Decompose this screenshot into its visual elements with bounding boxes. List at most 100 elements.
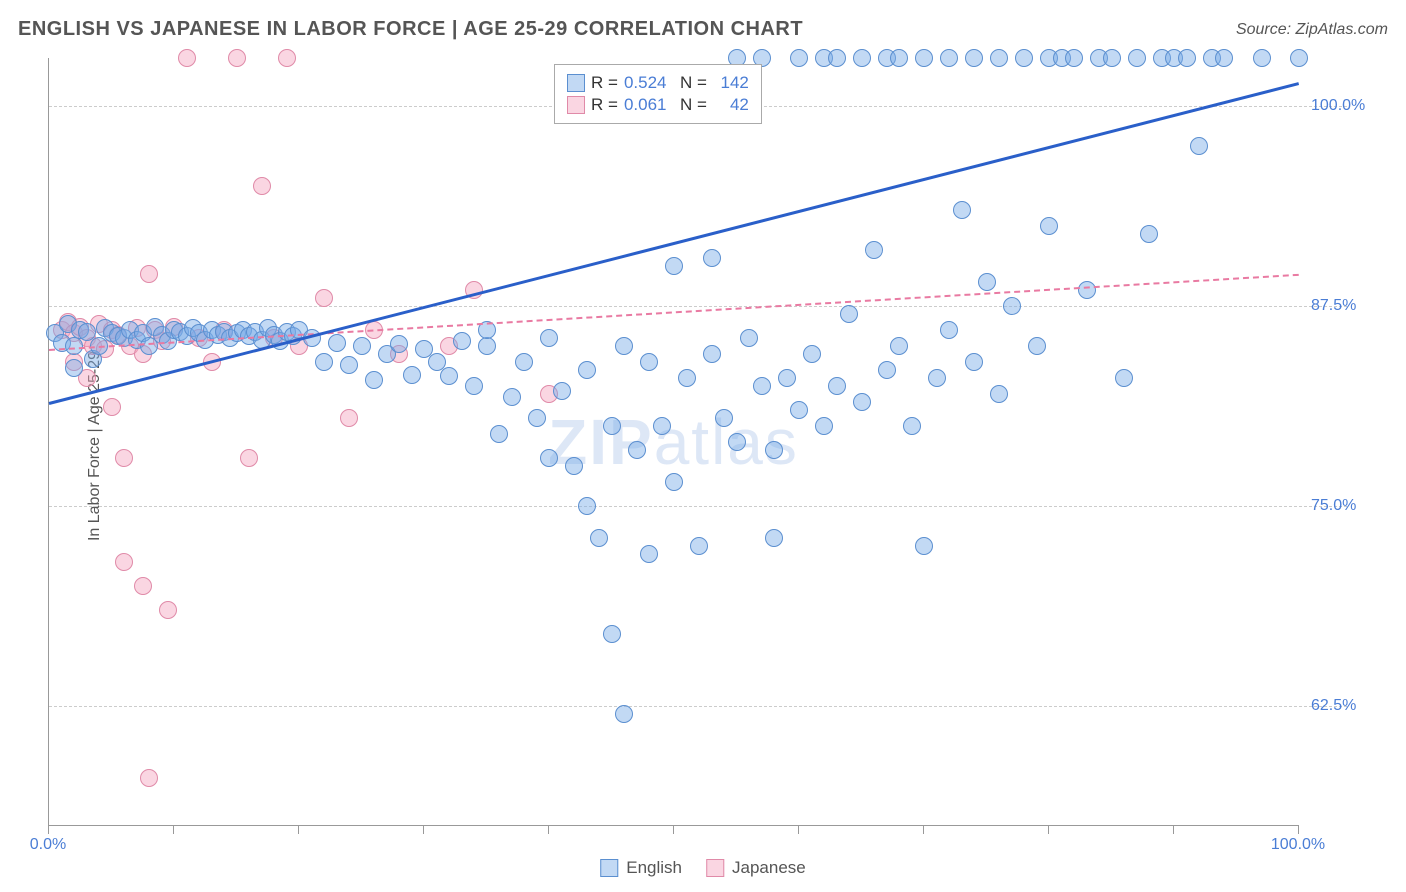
data-point-japanese xyxy=(278,49,296,67)
data-point-japanese xyxy=(115,449,133,467)
data-point-japanese xyxy=(134,577,152,595)
data-point-english xyxy=(853,393,871,411)
chart-header: ENGLISH VS JAPANESE IN LABOR FORCE | AGE… xyxy=(18,18,1388,41)
data-point-english xyxy=(828,49,846,67)
data-point-english xyxy=(778,369,796,387)
data-point-english xyxy=(1290,49,1308,67)
data-point-english xyxy=(565,457,583,475)
data-point-english xyxy=(65,359,83,377)
data-point-english xyxy=(1078,281,1096,299)
data-point-english xyxy=(1065,49,1083,67)
y-tick-label: 75.0% xyxy=(1311,497,1356,515)
data-point-japanese xyxy=(115,553,133,571)
data-point-english xyxy=(528,409,546,427)
legend-item-english: English xyxy=(600,858,682,878)
data-point-english xyxy=(540,449,558,467)
data-point-english xyxy=(965,49,983,67)
legend-swatch xyxy=(706,859,724,877)
n-label: N = xyxy=(680,73,707,93)
correlation-legend: R = 0.524 N = 142R =0.061N =42 xyxy=(554,64,762,124)
data-point-japanese xyxy=(315,289,333,307)
data-point-english xyxy=(665,257,683,275)
x-tick-mark xyxy=(298,825,299,834)
data-point-english xyxy=(453,332,471,350)
data-point-english xyxy=(653,417,671,435)
data-point-japanese xyxy=(103,398,121,416)
data-point-english xyxy=(765,529,783,547)
x-tick-mark xyxy=(48,825,49,834)
data-point-english xyxy=(703,345,721,363)
legend-item-japanese: Japanese xyxy=(706,858,806,878)
data-point-english xyxy=(1115,369,1133,387)
data-point-english xyxy=(1128,49,1146,67)
legend-label: English xyxy=(626,858,682,878)
data-point-english xyxy=(1015,49,1033,67)
chart-source: Source: ZipAtlas.com xyxy=(1236,21,1388,39)
data-point-english xyxy=(753,377,771,395)
x-tick-mark xyxy=(1048,825,1049,834)
data-point-japanese xyxy=(253,177,271,195)
data-point-english xyxy=(1003,297,1021,315)
trend-line xyxy=(49,274,1299,351)
data-point-japanese xyxy=(140,769,158,787)
x-tick-mark xyxy=(173,825,174,834)
data-point-english xyxy=(440,367,458,385)
data-point-english xyxy=(465,377,483,395)
legend-swatch xyxy=(567,96,585,114)
x-tick-mark xyxy=(798,825,799,834)
y-tick-label: 62.5% xyxy=(1311,697,1356,715)
data-point-english xyxy=(328,334,346,352)
data-point-english xyxy=(1190,137,1208,155)
data-point-english xyxy=(640,353,658,371)
data-point-english xyxy=(990,385,1008,403)
data-point-english xyxy=(490,425,508,443)
data-point-english xyxy=(715,409,733,427)
legend-corr-row: R =0.061N =42 xyxy=(567,95,749,115)
x-tick-mark xyxy=(923,825,924,834)
scatter-plot: ZIPatlas 62.5%75.0%87.5%100.0% xyxy=(48,58,1298,826)
data-point-english xyxy=(578,361,596,379)
data-point-english xyxy=(928,369,946,387)
x-tick-mark xyxy=(673,825,674,834)
data-point-english xyxy=(540,329,558,347)
x-tick-mark xyxy=(423,825,424,834)
data-point-english xyxy=(315,353,333,371)
data-point-english xyxy=(915,537,933,555)
n-value: 142 xyxy=(713,73,749,93)
x-tick-mark xyxy=(1298,825,1299,834)
data-point-english xyxy=(403,366,421,384)
data-point-english xyxy=(1178,49,1196,67)
r-value: 0.524 xyxy=(624,73,674,93)
data-point-japanese xyxy=(159,601,177,619)
data-point-english xyxy=(578,497,596,515)
data-point-english xyxy=(815,417,833,435)
data-point-japanese xyxy=(240,449,258,467)
data-point-english xyxy=(503,388,521,406)
data-point-english xyxy=(940,49,958,67)
data-point-english xyxy=(790,401,808,419)
r-label: R = xyxy=(591,95,618,115)
data-point-english xyxy=(890,49,908,67)
data-point-english xyxy=(615,705,633,723)
data-point-english xyxy=(628,441,646,459)
data-point-english xyxy=(903,417,921,435)
data-point-japanese xyxy=(140,265,158,283)
data-point-english xyxy=(590,529,608,547)
x-tick-label: 100.0% xyxy=(1271,836,1325,854)
data-point-english xyxy=(1215,49,1233,67)
series-legend: English Japanese xyxy=(600,858,806,878)
data-point-english xyxy=(828,377,846,395)
data-point-english xyxy=(365,371,383,389)
gridline xyxy=(49,706,1347,707)
data-point-english xyxy=(1040,217,1058,235)
data-point-english xyxy=(790,49,808,67)
data-point-english xyxy=(703,249,721,267)
gridline xyxy=(49,506,1347,507)
data-point-english xyxy=(965,353,983,371)
legend-swatch xyxy=(600,859,618,877)
data-point-english xyxy=(803,345,821,363)
data-point-english xyxy=(665,473,683,491)
x-tick-label: 0.0% xyxy=(30,836,66,854)
data-point-english xyxy=(978,273,996,291)
data-point-english xyxy=(340,356,358,374)
